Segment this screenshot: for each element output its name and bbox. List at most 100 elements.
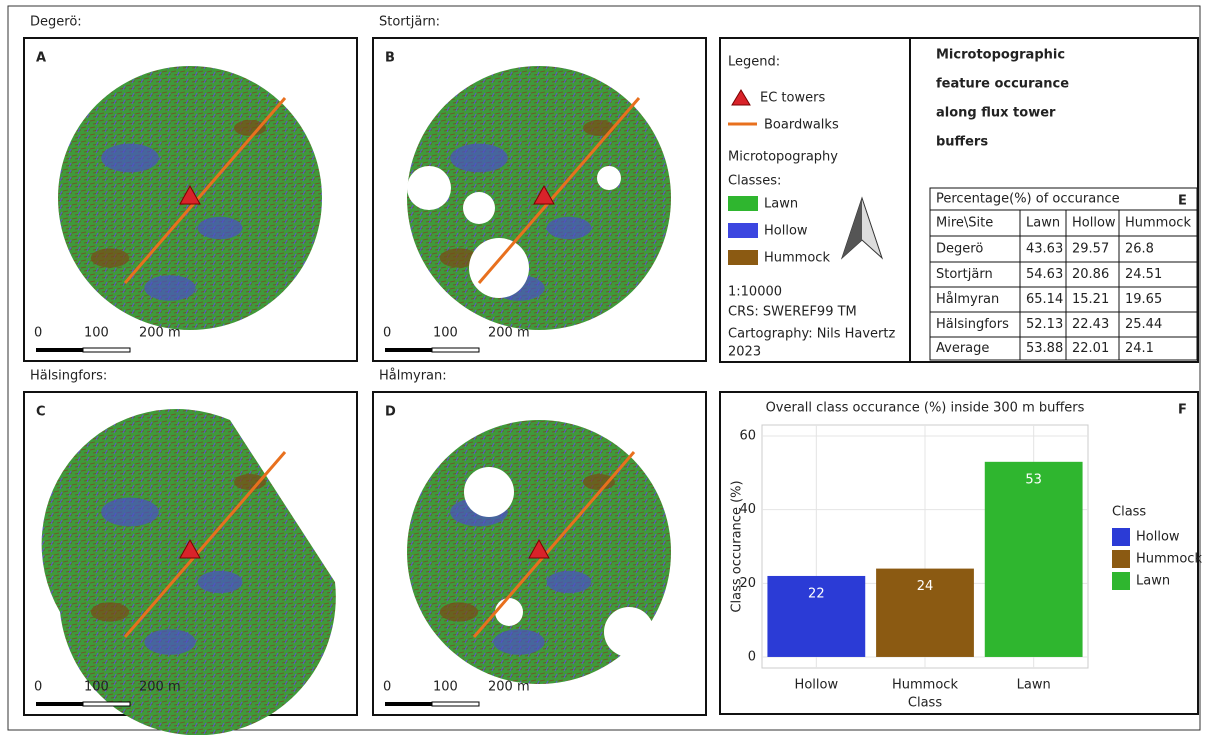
label: 100 [433,680,458,695]
label: Overall class occurance (%) inside 300 m… [766,401,1085,416]
label: Microtopographic [936,48,1065,63]
label: 1:10000 [728,285,782,300]
panel-letter: F [1178,403,1187,418]
label: Hummock [764,251,830,266]
label: Class [1112,505,1146,520]
scale-bar [36,348,83,352]
label: 0 [383,326,391,341]
label: Hålmyran: [379,369,447,384]
map-patch [234,120,266,136]
label: EC towers [760,91,825,106]
label: buffers [936,135,988,150]
x-axis-label: Class [908,696,942,711]
label: Lawn [764,197,798,212]
label: feature occurance [936,77,1069,92]
label: 29.57 [1072,242,1109,257]
scale-bar [385,702,432,706]
label: 52.13 [1026,317,1063,332]
map-hole [597,166,621,190]
scale-bar [83,702,130,706]
label: 25.44 [1125,317,1162,332]
label: 200 m [139,680,181,695]
map-patch [198,217,243,239]
map-patch [91,602,129,621]
label: 200 m [488,680,530,695]
legend-swatch [728,223,758,238]
map-patch [583,120,615,136]
label: 100 [84,326,109,341]
legend-entry: Hummock [1136,552,1202,567]
map-patch [91,248,129,267]
label: Cartography: Nils Havertz [728,327,895,342]
map-patch [234,474,266,490]
north-arrow [842,198,862,258]
label: 0 [34,326,42,341]
label: 0 [383,680,391,695]
scale-bar [432,702,479,706]
label: Mire\Site [936,216,993,231]
y-tick-label: 60 [739,429,756,444]
map-patch [198,571,243,593]
label: 100 [433,326,458,341]
data-label: 22 [808,586,825,601]
data-label: 53 [1025,472,1042,487]
panel-letter: C [36,405,46,420]
x-tick-label: Hummock [892,678,958,693]
map-hole [495,598,523,626]
label: 24.51 [1125,267,1162,282]
label: 24.1 [1125,341,1154,356]
map-hole [463,192,495,224]
legend-swatch [1112,528,1130,546]
label: 200 m [139,326,181,341]
map-patch [144,275,195,301]
legend-tower [732,90,750,105]
label: 65.14 [1026,292,1063,307]
map-patch [547,571,592,593]
y-tick-label: 0 [748,649,756,664]
panel-letter: B [385,51,395,66]
data-label: 24 [917,579,934,594]
label: 22.01 [1072,341,1109,356]
map-patch [440,602,478,621]
scale-bar [385,348,432,352]
label: 20.86 [1072,267,1109,282]
label: Legend: [728,55,780,70]
label: 19.65 [1125,292,1162,307]
label: Average [936,341,989,356]
map-patch [583,474,615,490]
label: 43.63 [1026,242,1063,257]
label: Hålmyran [936,292,999,307]
figure: Degerö:A0100200 mStortjärn:B0100200 mHäl… [0,0,1208,735]
label: 2023 [728,345,761,360]
label: Hollow [1072,216,1116,231]
map-patch [450,144,508,173]
map-patch [144,629,195,655]
panel-letter: D [385,405,396,420]
y-axis-label: Class occurance (%) [730,480,745,612]
label: Hälsingfors: [30,369,107,384]
map-hole [604,607,654,657]
label: Stortjärn: [379,15,440,30]
legend-entry: Lawn [1136,574,1170,589]
map-patch [547,217,592,239]
label: 0 [34,680,42,695]
map-hole [407,166,451,210]
label: Percentage(%) of occurance [936,192,1120,207]
label: Hummock [1125,216,1191,231]
bar [985,462,1083,657]
label: Hollow [764,224,808,239]
map-hole [640,94,668,122]
label: 200 m [488,326,530,341]
map-patch [101,498,159,527]
legend-entry: Hollow [1136,530,1180,545]
label: Degerö [936,242,983,257]
label: 22.43 [1072,317,1109,332]
label: along flux tower [936,106,1056,121]
map-hole [469,238,529,298]
label: Lawn [1026,216,1060,231]
label: 53.88 [1026,341,1063,356]
panel-letter: A [36,51,46,66]
map-patch [101,144,159,173]
label: 54.63 [1026,267,1063,282]
label: Classes: [728,174,781,189]
